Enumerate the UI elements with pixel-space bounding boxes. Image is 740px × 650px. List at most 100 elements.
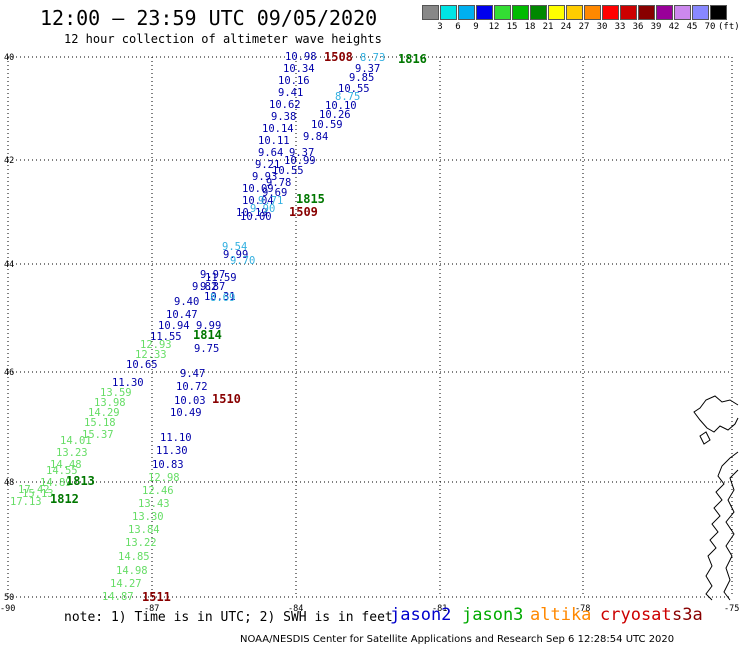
colorbar-swatch xyxy=(674,5,691,20)
latitude-label: 42 xyxy=(4,156,14,166)
wave-height-label: 14.87 xyxy=(102,591,134,603)
longitude-label: -81 xyxy=(432,604,447,614)
satellite-legend-altika: altika xyxy=(530,605,592,625)
colorbar-tick-label: 18 xyxy=(524,22,536,32)
longitude-label: -84 xyxy=(288,604,303,614)
colorbar-tick-label: 6 xyxy=(455,22,461,32)
wave-height-label: 9.84 xyxy=(303,131,328,143)
wave-height-label: 14.29 xyxy=(88,407,120,419)
wave-height-label: 13.30 xyxy=(132,511,164,523)
colorbar-tick-label: 27 xyxy=(578,22,590,32)
colorbar-tick-label: (ft) xyxy=(718,22,740,32)
colorbar-tick-label: 70 xyxy=(704,22,716,32)
wave-height-label: 9.90 xyxy=(250,203,275,215)
longitude-label: -78 xyxy=(575,604,590,614)
revolution-number: 1816 xyxy=(398,52,427,66)
wave-height-label: 9.99 xyxy=(196,320,221,332)
wave-height-label: 13.23 xyxy=(56,447,88,459)
colorbar-swatch xyxy=(692,5,709,20)
wave-height-label: 9.37 xyxy=(355,63,380,75)
wave-height-label: 9.75 xyxy=(194,343,219,355)
wave-height-label: 10.55 xyxy=(338,83,370,95)
wave-height-label: 11.55 xyxy=(150,331,182,343)
revolution-number: 1511 xyxy=(142,590,171,604)
map-subtitle: 12 hour collection of altimeter wave hei… xyxy=(64,32,382,46)
wave-height-label: 15.18 xyxy=(84,417,116,429)
wave-height-label: 10.55 xyxy=(272,165,304,177)
wave-height-label: 10.16 xyxy=(278,75,310,87)
colorbar-tick-label: 33 xyxy=(614,22,626,32)
wave-height-label: 10.04 xyxy=(242,195,274,207)
colorbar-swatch xyxy=(620,5,637,20)
wave-height-label: 8.73 xyxy=(360,52,385,64)
wave-height-label: 10.49 xyxy=(170,407,202,419)
wave-height-label: 10.47 xyxy=(166,309,198,321)
island xyxy=(699,431,711,445)
track-labels: 10.9810.3410.169.4110.629.3810.1410.119.… xyxy=(10,50,427,604)
colorbar-swatch xyxy=(584,5,601,20)
wave-height-label: 10.94 xyxy=(158,320,190,332)
wave-height-label: 14.55 xyxy=(46,465,78,477)
wave-height-label: 10.14 xyxy=(262,123,294,135)
wave-height-label: 10.72 xyxy=(176,381,208,393)
wave-height-label: 11.10 xyxy=(160,432,192,444)
colorbar-tick-label: 24 xyxy=(560,22,572,32)
wave-height-label: 10.03 xyxy=(174,395,206,407)
wave-height-label: 10.19 xyxy=(236,207,268,219)
colorbar-swatch xyxy=(440,5,457,20)
wave-height-label: 10.99 xyxy=(284,155,316,167)
latitude-label: 48 xyxy=(4,478,14,488)
wave-height-label: 17.42 xyxy=(18,484,50,496)
wave-height-label: 10.09 xyxy=(242,183,274,195)
colorbar-swatch xyxy=(512,5,529,20)
wave-height-label: 9.64 xyxy=(258,147,283,159)
wave-height-label: 14.89 xyxy=(40,477,72,489)
wave-height-label: 14.27 xyxy=(110,578,142,590)
wave-height-label: 10.62 xyxy=(269,99,301,111)
colorbar-tick-label: 9 xyxy=(473,22,479,32)
revolution-number: 1814 xyxy=(193,328,222,342)
wave-height-label: 13.22 xyxy=(125,537,157,549)
wave-height-label: 9.70 xyxy=(230,255,255,267)
colorbar-tick-label: 30 xyxy=(596,22,608,32)
revolution-number: 1815 xyxy=(296,192,325,206)
colorbar-tick-label: 45 xyxy=(686,22,698,32)
wave-height-label: 10.00 xyxy=(240,211,272,223)
colorbar-swatch xyxy=(602,5,619,20)
wave-height-label: 9.21 xyxy=(255,159,280,171)
wave-height-label: 10.98 xyxy=(285,51,317,63)
wave-height-label: 14.48 xyxy=(50,459,82,471)
map-grid xyxy=(7,56,733,598)
longitude-label: -75 xyxy=(724,604,739,614)
colorbar-swatch xyxy=(710,5,727,20)
colorbar-swatch xyxy=(476,5,493,20)
revolution-number: 1813 xyxy=(66,474,95,488)
wave-height-label: 13.98 xyxy=(94,397,126,409)
wave-height-label: 15.37 xyxy=(82,429,114,441)
wave-height-label: 9.97 xyxy=(200,269,225,281)
revolution-number: 1812 xyxy=(50,492,79,506)
colorbar-swatch xyxy=(566,5,583,20)
colorbar-tick-label: 42 xyxy=(668,22,680,32)
wave-height-label: 9.41 xyxy=(278,87,303,99)
wave-height-label: 9.78 xyxy=(266,177,291,189)
wave-height-label: 15.13 xyxy=(22,488,54,500)
longitude-label: -87 xyxy=(144,604,159,614)
wave-height-label: 12.33 xyxy=(135,349,167,361)
satellite-legend-jason2: jason2 xyxy=(390,605,452,625)
wave-height-label: 9.40 xyxy=(174,296,199,308)
wave-height-label: 12.98 xyxy=(148,472,180,484)
wave-height-label: 17.13 xyxy=(10,496,42,508)
latitude-label: 44 xyxy=(4,260,14,270)
wave-height-label: 8.69 xyxy=(210,292,235,304)
satellite-legend-jason3: jason3 xyxy=(462,605,524,625)
wave-height-label: 14.98 xyxy=(116,565,148,577)
wave-height-label: 9.54 xyxy=(222,241,247,253)
colorbar-tick-label: 36 xyxy=(632,22,644,32)
wave-height-label: 9.47 xyxy=(180,368,205,380)
wave-height-label: 11.30 xyxy=(156,445,188,457)
colorbar-swatch xyxy=(458,5,475,20)
colorbar-tick-label: 21 xyxy=(542,22,554,32)
wave-height-label: 13.59 xyxy=(100,387,132,399)
